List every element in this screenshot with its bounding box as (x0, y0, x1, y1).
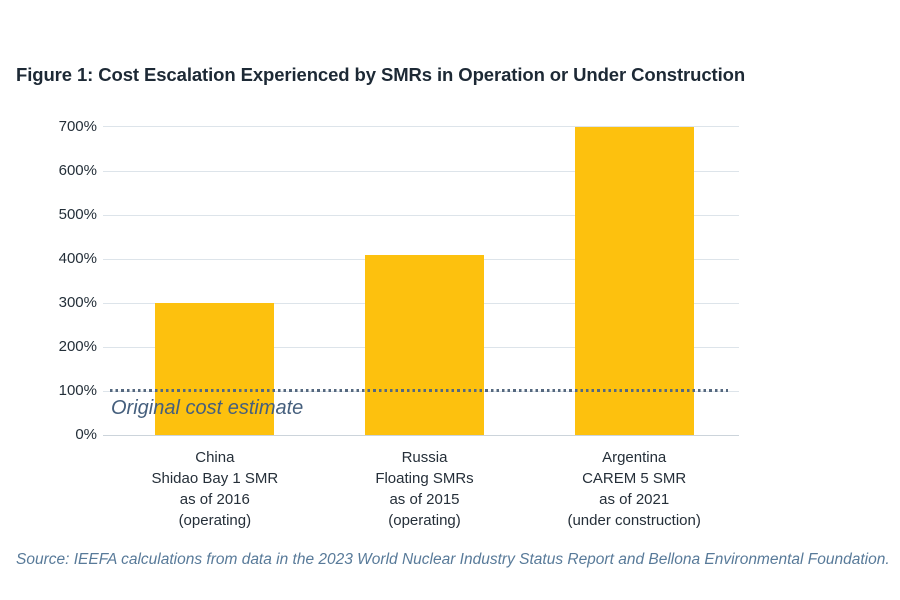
x-label-line: (under construction) (567, 512, 701, 529)
x-label-line: Russia (401, 449, 448, 466)
x-label-line: CAREM 5 SMR (582, 470, 687, 487)
x-label-argentina: Argentina CAREM 5 SMR as of 2021 (under con… (529, 447, 739, 531)
bar-russia (365, 254, 484, 435)
reference-line-label: Original cost estimate (111, 397, 304, 419)
x-label-china: China Shidao Bay 1 SMR as of 2016 (operatin… (110, 447, 320, 531)
y-tick-label-700: 700% (58, 118, 97, 135)
x-label-line: China (195, 449, 235, 466)
y-tick-label-0: 0% (75, 426, 97, 443)
x-label-line: Shidao Bay 1 SMR (151, 470, 279, 487)
original-cost-reference-line (110, 389, 728, 392)
x-label-line: Argentina (602, 449, 667, 466)
y-tick-label-300: 300% (58, 294, 97, 311)
x-label-line: as of 2015 (389, 491, 460, 508)
gridline-700 (103, 126, 739, 127)
gridline-500 (103, 215, 739, 216)
y-tick-label-500: 500% (58, 206, 97, 223)
x-label-line: (operating) (388, 512, 461, 529)
x-label-line: as of 2021 (599, 491, 670, 508)
gridline-0 (103, 435, 739, 436)
gridline-600 (103, 171, 739, 172)
y-axis: 0% 100% 200% 300% 400% 500% 600% 700% (0, 118, 97, 443)
x-label-line: (operating) (178, 512, 252, 529)
x-label-line: Floating SMRs (375, 470, 474, 487)
bar-china (155, 303, 275, 435)
source-note: Source: IEEFA calculations from data in … (16, 551, 890, 568)
x-label-russia: Russia Floating SMRs as of 2015 (operating) (320, 447, 530, 531)
y-tick-label-100: 100% (58, 382, 97, 399)
plot-area: Original cost estimate (103, 126, 739, 436)
y-tick-label-200: 200% (58, 338, 97, 355)
y-tick-label-400: 400% (58, 250, 97, 267)
y-tick-label-600: 600% (58, 162, 97, 179)
figure-title: Figure 1: Cost Escalation Experienced by… (16, 64, 746, 85)
bar-argentina (574, 127, 694, 435)
x-label-line: as of 2016 (179, 491, 250, 508)
x-axis-labels: China Shidao Bay 1 SMR as of 2016 (operatin… (110, 447, 739, 531)
